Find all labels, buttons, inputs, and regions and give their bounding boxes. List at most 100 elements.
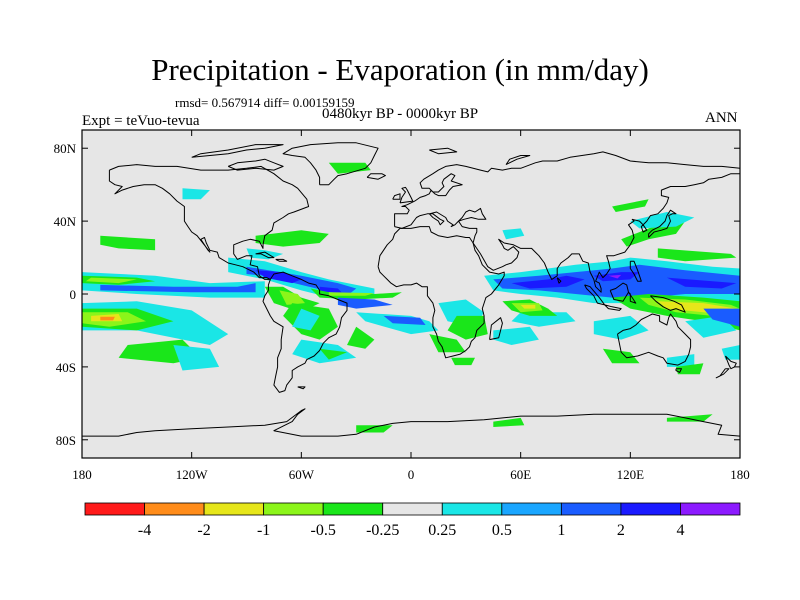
coastline-18 xyxy=(629,260,642,282)
coastline-24 xyxy=(228,158,284,171)
contour-region-11 xyxy=(100,235,156,251)
lon-tick-label: 180 xyxy=(730,467,750,482)
plot-subtitle: 0480kyr BP - 0000kyr BP xyxy=(322,106,479,122)
colorbar-label: -4 xyxy=(138,522,151,539)
coastline-9 xyxy=(399,186,414,204)
coastlines xyxy=(82,142,740,437)
colorbar-label: 4 xyxy=(676,522,684,539)
colorbar-swatch-4 xyxy=(322,502,384,516)
coastline-26 xyxy=(429,147,458,155)
coastline-5 xyxy=(617,313,692,366)
contour-region-54 xyxy=(703,308,740,327)
coastline-25 xyxy=(191,144,284,158)
lat-tick-label: 0 xyxy=(70,287,77,302)
contour-region-31 xyxy=(182,188,210,200)
contour-region-64 xyxy=(451,357,475,366)
coastline-20 xyxy=(715,368,730,379)
contour-region-8 xyxy=(100,316,115,321)
coastline-29 xyxy=(297,386,306,390)
colorbar-label: 1 xyxy=(557,522,565,539)
contour-region-57 xyxy=(657,248,737,262)
lon-tick-label: 120E xyxy=(617,467,645,482)
coastline-21 xyxy=(675,368,682,373)
contour-region-42 xyxy=(511,275,585,289)
coastline-12 xyxy=(489,317,503,341)
experiment-label: Expt = teVuo-tevua xyxy=(82,113,200,129)
axis-ticks: 180 120W 60W 0 60E 120E 180 80N 40N 0 40S 80S xyxy=(54,130,750,482)
lon-tick-label: 0 xyxy=(408,467,415,482)
contour-region-48 xyxy=(520,304,536,309)
colorbar-swatch-9 xyxy=(620,502,681,516)
coastline-8 xyxy=(366,173,386,180)
lon-tick-label: 60W xyxy=(289,467,315,482)
coastline-23 xyxy=(275,258,288,262)
colorbar-swatch-1 xyxy=(144,502,205,516)
colorbar-swatch-3 xyxy=(263,502,324,516)
season-label: ANN xyxy=(705,110,738,126)
contour-region-10 xyxy=(173,345,220,371)
contour-region-33 xyxy=(493,417,525,427)
coastline-0 xyxy=(108,164,310,280)
coastline-3 xyxy=(394,151,740,227)
coastline-28 xyxy=(556,277,562,284)
contour-region-22 xyxy=(246,248,284,260)
contour-region-30 xyxy=(328,162,371,174)
colorbar-swatch-5 xyxy=(382,502,443,516)
contour-region-55 xyxy=(621,221,686,247)
contour-region-58 xyxy=(502,228,525,240)
lat-tick-label: 80N xyxy=(54,141,77,156)
colorbar-label: 0.5 xyxy=(492,522,512,539)
contour-region-1 xyxy=(100,283,256,293)
coastline-13 xyxy=(584,284,606,306)
contour-region-41 xyxy=(493,264,740,298)
colorbar-label: -0.5 xyxy=(311,522,336,539)
contour-region-27 xyxy=(319,348,347,360)
lon-tick-label: 120W xyxy=(176,467,209,482)
contour-region-37 xyxy=(493,326,539,345)
colorbar-label: 2 xyxy=(617,522,625,539)
lat-tick-label: 80S xyxy=(56,433,76,448)
colorbar-swatch-8 xyxy=(560,502,622,516)
coastline-27 xyxy=(505,155,531,166)
coastline-17 xyxy=(650,295,686,313)
contour-region-38 xyxy=(429,334,466,353)
colorbar-swatch-2 xyxy=(203,502,265,516)
plot-title: Precipitation - Evaporation (in mm/day) xyxy=(151,52,649,87)
coastline-1 xyxy=(262,271,348,393)
contour-region-29 xyxy=(383,315,426,325)
colorbar-label: -0.25 xyxy=(366,522,399,539)
contour-region-24 xyxy=(292,308,320,331)
colorbar: -4 -2 -1 -0.5 -0.25 0.25 0.5 1 2 4 xyxy=(84,502,741,539)
lat-tick-label: 40N xyxy=(54,214,77,229)
colorbar-label: 0.25 xyxy=(428,522,456,539)
lat-tick-label: 40S xyxy=(56,360,76,375)
lon-tick-label: 180 xyxy=(72,467,92,482)
contour-region-25 xyxy=(347,326,375,349)
coastline-15 xyxy=(609,282,629,302)
contour-region-17 xyxy=(279,290,305,305)
contour-region-44 xyxy=(666,277,737,289)
colorbar-swatch-6 xyxy=(441,502,503,516)
contour-region-56 xyxy=(630,212,695,229)
colorbar-swatch-7 xyxy=(501,502,562,516)
contour-fields xyxy=(82,162,740,433)
contour-region-52 xyxy=(593,315,649,340)
contour-region-36 xyxy=(447,315,488,340)
colorbar-label: -1 xyxy=(257,522,270,539)
colorbar-swatch-10 xyxy=(680,502,741,516)
contour-region-20 xyxy=(337,297,393,309)
contour-region-60 xyxy=(602,348,640,364)
contour-region-62 xyxy=(676,363,704,375)
coastline-10 xyxy=(392,193,401,200)
coastline-7 xyxy=(282,142,379,186)
coastline-16 xyxy=(628,291,637,304)
contour-region-34 xyxy=(666,414,713,422)
coastline-11 xyxy=(648,209,677,238)
contour-region-19 xyxy=(328,292,375,296)
contour-region-45 xyxy=(608,274,622,279)
coastline-22 xyxy=(255,251,275,259)
contour-region-15 xyxy=(319,286,342,293)
colorbar-swatch-0 xyxy=(84,502,145,516)
contour-region-3 xyxy=(85,277,137,284)
